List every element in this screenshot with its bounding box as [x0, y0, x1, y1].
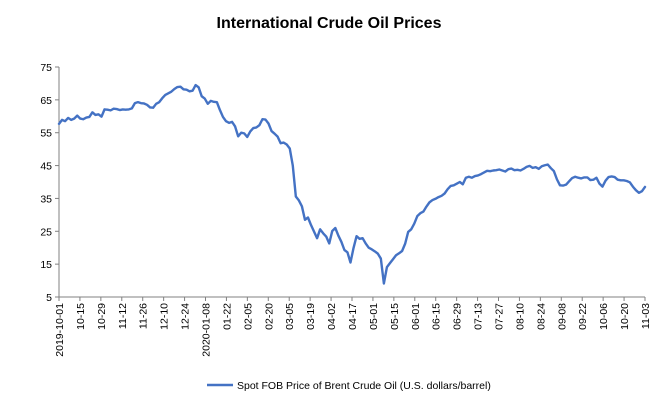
x-tick-label: 04-02: [326, 303, 338, 330]
x-tick-label: 03-05: [284, 303, 296, 330]
x-tick-label: 2020-01-08: [201, 303, 213, 357]
x-tick-label: 10-20: [619, 303, 631, 330]
x-tick-label: 2019-10-01: [54, 303, 66, 357]
y-tick-label: 55: [40, 128, 52, 140]
x-tick-label: 12-10: [159, 303, 171, 330]
x-tick-label: 06-15: [431, 303, 443, 330]
y-tick-label: 25: [40, 226, 52, 238]
y-tick-label: 5: [46, 292, 52, 304]
x-tick-label: 04-17: [347, 303, 359, 330]
chart-title: International Crude Oil Prices: [217, 15, 442, 32]
x-tick-label: 12-24: [180, 303, 192, 330]
y-tick-label: 75: [40, 62, 52, 74]
x-tick-label: 10-15: [75, 303, 87, 330]
legend: Spot FOB Price of Brent Crude Oil (U.S. …: [207, 380, 491, 392]
y-tick-label: 15: [40, 259, 52, 271]
x-tick-label: 11-26: [138, 303, 150, 329]
x-tick-label: 01-22: [221, 303, 233, 330]
x-tick-label: 06-29: [452, 303, 464, 330]
y-tick-label: 65: [40, 95, 52, 107]
x-tick-label: 09-22: [577, 303, 589, 330]
x-tick-label: 10-29: [96, 303, 108, 330]
y-tick-label: 45: [40, 161, 52, 173]
plot-area: 5 15 25 35 45 55 65 75 2019-10-01 10-15 10-29 11-1…: [40, 62, 652, 357]
x-tick-label: 11-03: [640, 303, 652, 329]
series-line-brent: [57, 83, 647, 285]
x-tick-label: 02-20: [263, 303, 275, 330]
x-tick-label: 07-13: [473, 303, 485, 330]
x-tick-label: 05-01: [368, 303, 380, 330]
x-tick-label: 09-08: [556, 303, 568, 330]
x-tick-label: 08-24: [535, 303, 547, 330]
legend-label: Spot FOB Price of Brent Crude Oil (U.S. …: [237, 380, 491, 392]
x-tick-label: 08-10: [514, 303, 526, 330]
x-tick-label: 03-19: [305, 303, 317, 330]
x-tick-label: 11-12: [117, 303, 129, 329]
x-tick-label: 06-01: [410, 303, 422, 330]
y-axis-ticks: 5 15 25 35 45 55 65 75: [40, 62, 59, 304]
y-tick-label: 35: [40, 193, 52, 205]
x-axis-ticks: 2019-10-01 10-15 10-29 11-12 11-26 12-10 12-24…: [54, 297, 652, 357]
x-tick-label: 05-15: [389, 303, 401, 330]
x-tick-label: 07-27: [494, 303, 506, 330]
x-tick-label: 10-06: [598, 303, 610, 330]
x-tick-label: 02-05: [242, 303, 254, 330]
